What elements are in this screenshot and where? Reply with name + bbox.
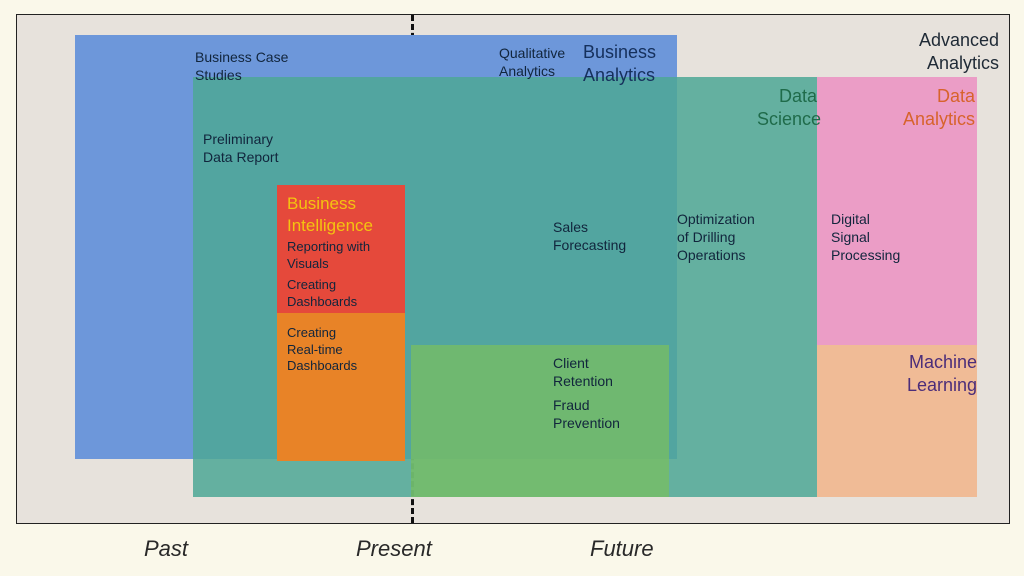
label-odo: Optimization of Drilling Operations (677, 211, 755, 265)
label-bi-t: Business Intelligence (287, 193, 373, 237)
label-advanced-analytics: Advanced Analytics (889, 29, 999, 75)
label-dsp: Digital Signal Processing (831, 211, 900, 265)
axis-past: Past (144, 536, 188, 562)
label-bcs: Business Case Studies (195, 49, 288, 85)
label-sf: Sales Forecasting (553, 219, 626, 255)
label-da-t: Data Analytics (897, 85, 975, 131)
label-ml-t: Machine Learning (893, 351, 977, 397)
label-ds-t: Data Science (757, 85, 817, 131)
region-ml-green (411, 345, 669, 497)
label-pdr: Preliminary Data Report (203, 131, 278, 167)
label-cr: Client Retention (553, 355, 613, 391)
label-cd: Creating Dashboards (287, 277, 357, 310)
label-rwv: Reporting with Visuals (287, 239, 370, 272)
axis-present: Present (356, 536, 432, 562)
label-fp: Fraud Prevention (553, 397, 620, 433)
diagram-stage: Advanced Analytics Business Case Studies Q… (16, 14, 1010, 524)
label-crd: Creating Real-time Dashboards (287, 325, 357, 375)
label-ba-t: Business Analytics (583, 41, 656, 87)
label-qa: Qualitative Analytics (499, 45, 565, 81)
axis-future: Future (590, 536, 654, 562)
